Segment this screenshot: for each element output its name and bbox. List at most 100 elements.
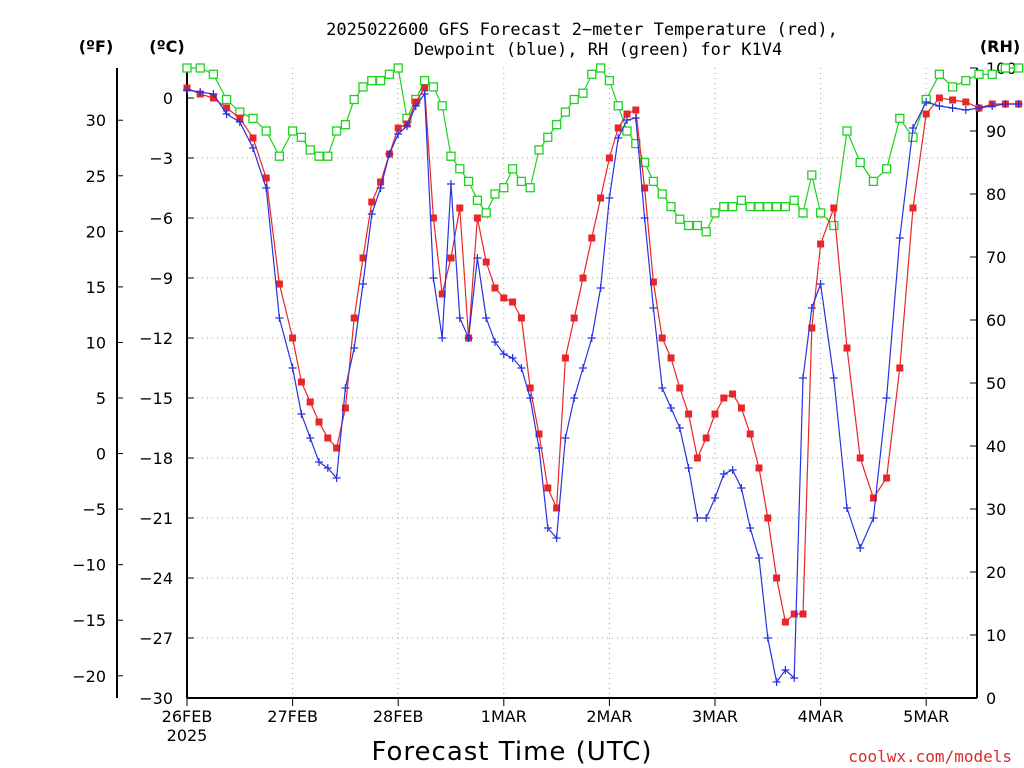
celsius-tick-label: −27 <box>139 629 173 648</box>
rh-point <box>639 157 650 168</box>
dewpoint-point <box>961 106 970 114</box>
celsius-tick-label: −30 <box>139 689 173 708</box>
temperature-point <box>517 314 525 322</box>
rh-point <box>274 151 285 161</box>
dewpoint-point <box>975 104 983 112</box>
x-axis-label: Forecast Time (UTC) <box>371 737 652 767</box>
rh-point <box>727 201 738 212</box>
rh-point <box>437 101 447 111</box>
rh-point <box>221 94 232 105</box>
temperature-point <box>297 378 305 386</box>
dewpoint-point <box>367 210 376 218</box>
rh-point <box>428 82 439 92</box>
dewpoint-point <box>702 514 711 522</box>
fahrenheit-tick-label: 0 <box>96 445 106 464</box>
dewpoint-point <box>605 194 614 202</box>
temperature-point <box>935 94 943 102</box>
celsius-tick-label: −24 <box>139 569 173 588</box>
rh-point <box>472 195 483 205</box>
dewpoint-point <box>394 130 403 138</box>
temperature-point <box>324 434 332 442</box>
temperature-point <box>641 184 649 192</box>
dewpoint-point <box>909 124 917 132</box>
rh-point <box>987 69 997 79</box>
rh-point <box>613 101 623 111</box>
temperature-point <box>526 384 534 392</box>
dewpoint-point <box>667 404 675 412</box>
rh-unit-label: (RH) <box>980 37 1020 56</box>
rh-point <box>455 164 465 174</box>
rh-tick-label: 10 <box>986 626 1006 645</box>
rh-point <box>195 63 205 73</box>
temperature-point <box>808 324 816 332</box>
rh-tick-label: 90 <box>986 122 1006 141</box>
rh-point <box>961 75 971 86</box>
rh-point <box>855 157 865 168</box>
temperature-point <box>394 124 402 132</box>
fahrenheit-tick-label: −10 <box>72 556 106 575</box>
temperature-point <box>896 364 904 372</box>
temperature-point <box>949 96 957 104</box>
dewpoint-point <box>552 534 561 542</box>
rh-point <box>763 201 773 212</box>
fahrenheit-tick-label: 30 <box>86 111 106 130</box>
temperature-point <box>509 298 517 306</box>
rh-point <box>683 220 694 231</box>
rh-point <box>710 208 720 218</box>
temperature-point <box>275 280 283 288</box>
x-tick-label: 3MAR <box>692 707 738 726</box>
rh-point <box>745 201 755 212</box>
rh-point <box>507 164 518 174</box>
dewpoint-point <box>411 102 420 110</box>
rh-point <box>569 94 579 105</box>
rh-point <box>331 126 342 136</box>
rh-point <box>974 69 984 79</box>
rh-point <box>701 227 711 237</box>
temperature-point <box>883 474 891 482</box>
rh-point <box>446 151 456 161</box>
rh-point <box>798 208 808 218</box>
rh-point <box>934 69 945 79</box>
fahrenheit-tick-label: 20 <box>86 222 106 241</box>
dewpoint-point <box>856 544 865 552</box>
celsius-tick-label: −15 <box>139 389 173 408</box>
rh-point <box>947 82 958 92</box>
temperature-point <box>781 618 789 626</box>
rh-point <box>780 201 791 212</box>
rh-point <box>248 113 258 124</box>
rh-point <box>771 201 782 212</box>
dewpoint-point <box>1001 100 1010 108</box>
dewpoint-point <box>614 134 623 142</box>
temperature-point <box>909 204 917 212</box>
rh-point <box>499 183 509 193</box>
rh-point <box>895 113 905 124</box>
rh-point <box>367 75 377 86</box>
dewpoint-point <box>772 678 781 686</box>
rh-point <box>1000 63 1011 73</box>
dewpoint-point <box>535 444 543 452</box>
temperature-point <box>764 514 772 522</box>
dewpoint-point <box>843 504 851 512</box>
rh-point <box>323 151 333 161</box>
dewpoint-point <box>306 434 315 442</box>
temperature-point <box>561 354 569 362</box>
dewpoint-point <box>895 234 904 242</box>
temperature-point <box>500 294 508 302</box>
temperature-point <box>447 254 455 262</box>
temperature-point <box>830 204 838 212</box>
dewpoint-point <box>376 184 385 192</box>
temperature-point <box>720 394 728 402</box>
rh-point <box>490 189 500 199</box>
temperature-point <box>473 214 481 222</box>
dewpoint-point <box>763 634 772 642</box>
dewpoint-point <box>235 118 244 126</box>
rh-point <box>516 176 527 187</box>
dewpoint-point <box>249 144 257 152</box>
dewpoint-point <box>746 524 755 532</box>
dewpoint-point <box>799 374 807 382</box>
dewpoint-point <box>288 364 297 372</box>
dewpoint-point <box>649 304 658 312</box>
dewpoint-point <box>209 90 218 98</box>
rh-point <box>868 176 879 187</box>
temperature-point <box>262 174 270 182</box>
